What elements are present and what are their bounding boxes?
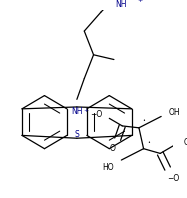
Text: •: • [147,141,150,146]
Text: O: O [183,138,187,147]
Text: NH: NH [116,0,127,9]
Text: OH: OH [168,108,180,117]
Text: •: • [142,118,145,123]
Text: O: O [109,144,115,153]
Text: NH: NH [71,107,83,116]
Text: S: S [74,130,79,139]
Text: +: + [137,0,142,3]
Text: HO: HO [102,163,114,172]
Text: −O: −O [167,174,179,183]
Text: −O: −O [90,110,102,119]
Text: +: + [83,108,88,113]
